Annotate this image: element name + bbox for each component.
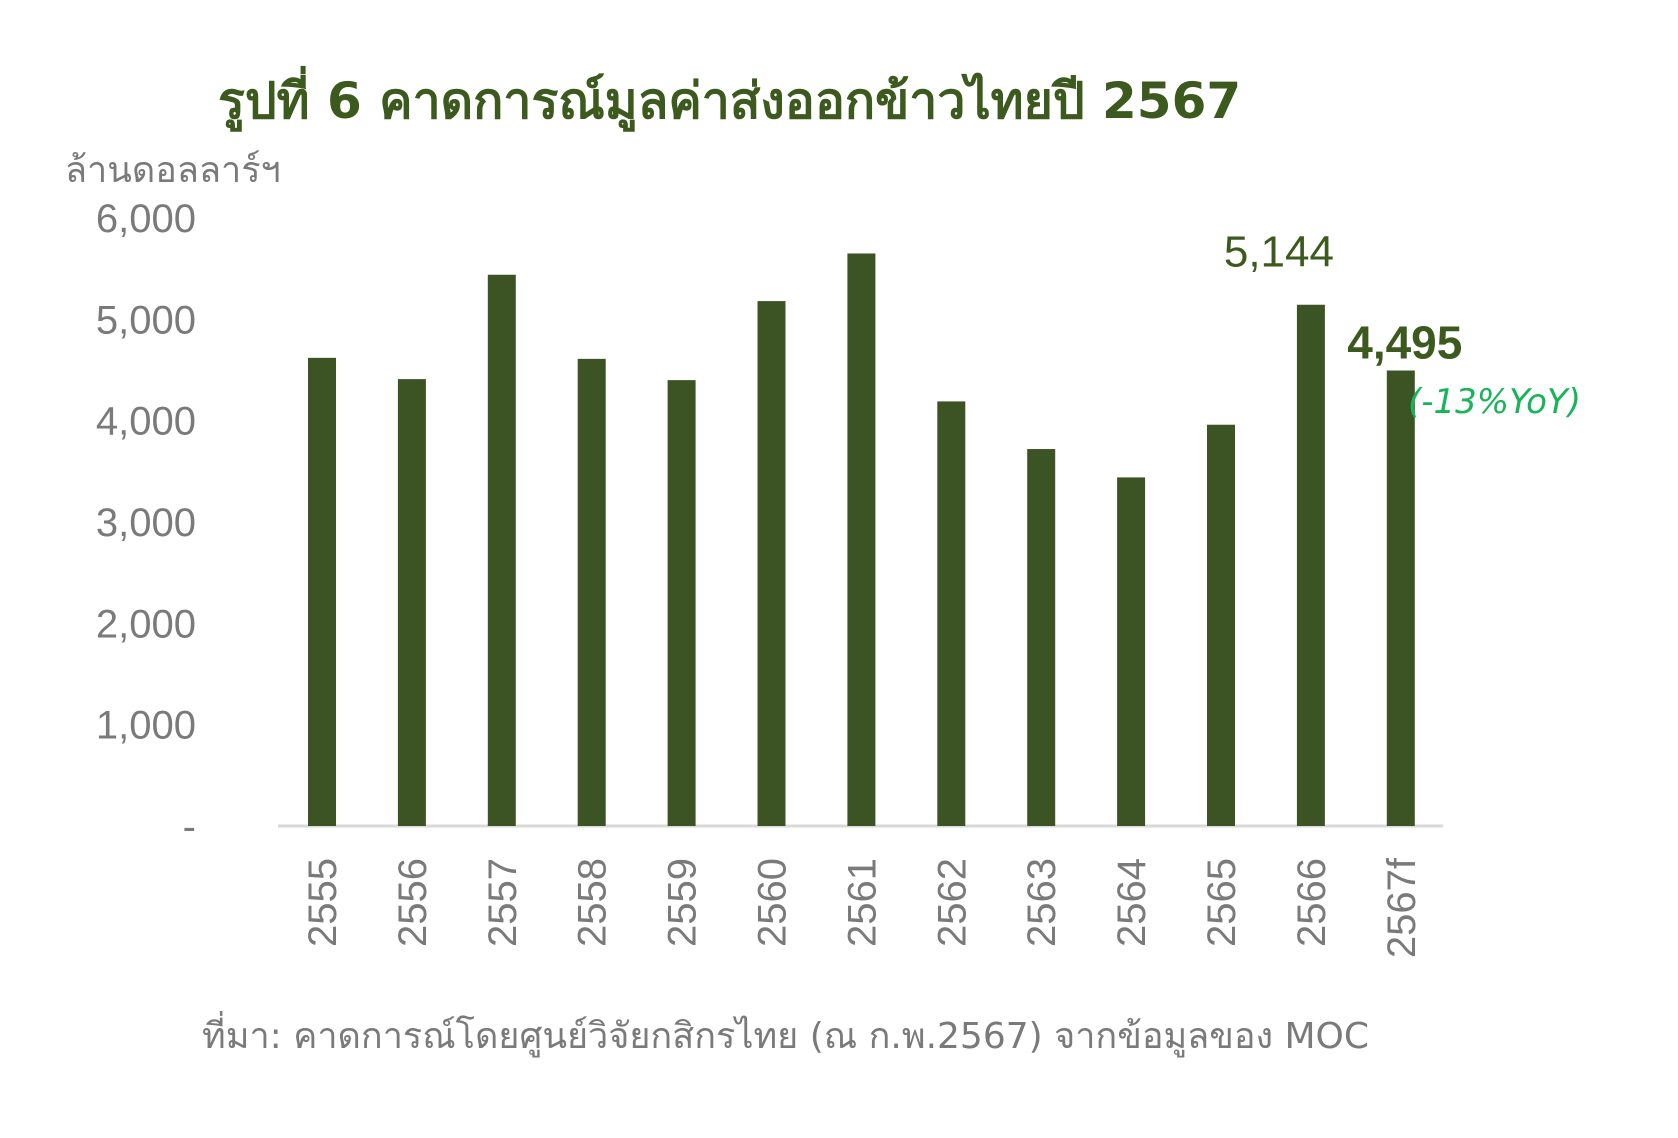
- x-tick-label: 2566: [1290, 858, 1334, 947]
- x-tick-label: 2556: [391, 858, 435, 947]
- y-tick-label: 5,000: [96, 298, 196, 342]
- y-tick-label: -: [183, 805, 196, 849]
- bar-2566: [1296, 304, 1325, 826]
- bar-2556: [397, 379, 426, 826]
- bar-2562: [937, 401, 966, 826]
- bar-2564: [1117, 477, 1146, 826]
- x-tick-label: 2557: [481, 858, 525, 947]
- x-tick-label: 2559: [661, 858, 705, 947]
- data-label-2566: 5,144: [1224, 228, 1334, 277]
- x-tick-label: 2558: [571, 858, 615, 947]
- chart-title: รูปที่ 6 คาดการณ์มูลค่าส่งออกข้าวไทยปี 2…: [218, 66, 1241, 132]
- y-tick-label: 6,000: [96, 197, 196, 241]
- x-tick-label: 2561: [840, 858, 884, 947]
- y-tick-label: 4,000: [96, 400, 196, 444]
- source-note: ที่มา: คาดการณ์โดยศูนย์วิจัยกสิกรไทย (ณ …: [202, 1011, 1369, 1058]
- bars: [308, 253, 1415, 826]
- x-tick-label: 2564: [1110, 858, 1154, 947]
- yoy-annotation: (-13%YoY): [1408, 382, 1581, 422]
- x-tick-label: 2560: [751, 858, 795, 947]
- bar-2559: [667, 380, 696, 826]
- y-tick-label: 2,000: [96, 602, 196, 646]
- x-tick-label: 2555: [301, 858, 345, 947]
- x-tick-label: 2565: [1200, 858, 1244, 947]
- bar-2558: [577, 358, 606, 826]
- bar-2560: [757, 301, 786, 826]
- data-label-2567f: 4,495: [1347, 317, 1462, 369]
- bar-2555: [308, 357, 336, 826]
- bar-2557: [487, 274, 516, 826]
- x-axis-ticks: 2555 2556 2557 2558 2559 2560 2561 2562 2563 2564…: [301, 857, 1424, 958]
- bar-2561: [847, 253, 876, 826]
- y-axis-ticks: - 1,000 2,000 3,000 4,000 5,000 6,000: [96, 197, 196, 849]
- bar-2565: [1207, 424, 1235, 826]
- bar-2563: [1027, 449, 1056, 826]
- y-tick-label: 3,000: [96, 501, 196, 545]
- x-tick-label: 2562: [930, 858, 974, 947]
- x-tick-label: 2567f: [1380, 857, 1424, 958]
- data-labels: 5,144 4,495: [1224, 228, 1463, 369]
- x-tick-label: 2563: [1020, 858, 1064, 947]
- bar-2567f: [1386, 370, 1415, 826]
- y-axis-label: ล้านดอลลาร์ฯ: [65, 150, 281, 191]
- y-tick-label: 1,000: [96, 704, 196, 748]
